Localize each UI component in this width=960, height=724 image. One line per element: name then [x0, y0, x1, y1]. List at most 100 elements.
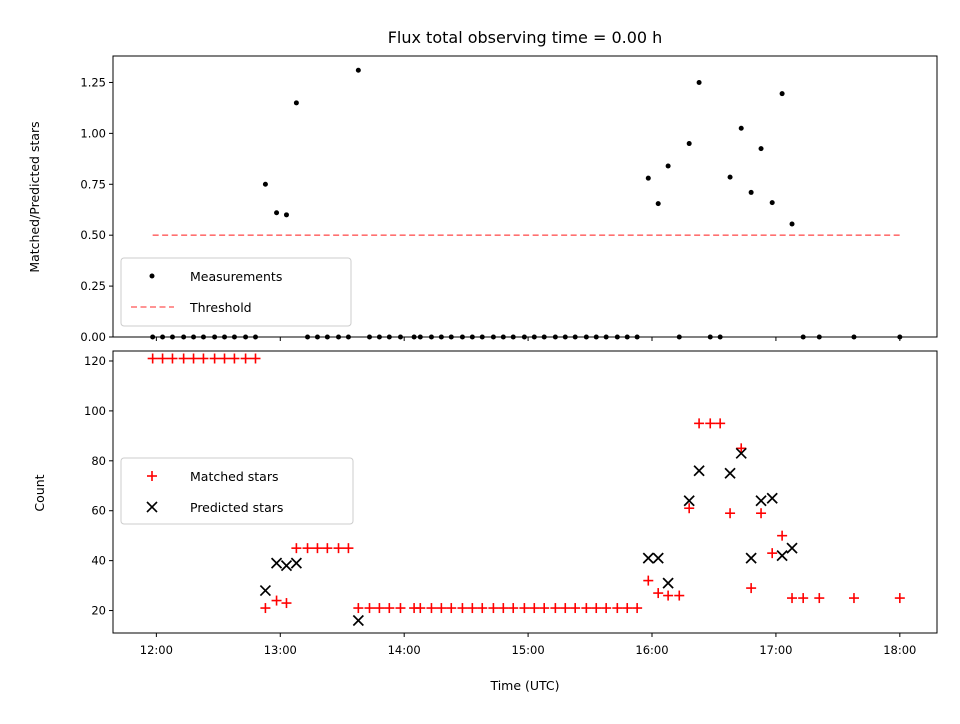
- matched-stars-point: [694, 418, 705, 429]
- predicted-stars-point: [290, 557, 302, 569]
- matched-stars-point: [715, 418, 726, 429]
- matched-stars-point: [322, 543, 333, 554]
- matched-stars-point: [229, 353, 240, 364]
- x-tick-label: 12:00: [140, 643, 173, 657]
- matched-stars-point: [777, 530, 788, 541]
- predicted-stars-point: [786, 542, 798, 554]
- matched-stars-point: [477, 603, 488, 614]
- matched-stars-point: [756, 508, 767, 519]
- matched-stars-point: [426, 603, 437, 614]
- matched-stars-point: [302, 543, 313, 554]
- predicted-stars-point: [270, 557, 283, 569]
- bottom-plot-area: 20 40 60 80 100 120 12:00 13:00 14:00 15:00 16:00 1…: [84, 353, 916, 657]
- matched-stars-point: [271, 595, 282, 606]
- matched-stars-point: [333, 543, 344, 554]
- matched-stars-point: [560, 603, 571, 614]
- measurements-point: [355, 67, 361, 73]
- matched-stars-point: [250, 353, 261, 364]
- matched-stars-point: [894, 593, 905, 604]
- measurements-point: [686, 141, 692, 147]
- matched-stars-point: [260, 603, 271, 614]
- legend-predicted-label: Predicted stars: [190, 500, 283, 515]
- matched-stars-point: [312, 543, 323, 554]
- predicted-stars-point: [735, 447, 747, 459]
- bottom-y-tick-label: 100: [84, 404, 106, 418]
- matched-stars-point: [529, 603, 540, 614]
- legend-matched-marker: [147, 471, 157, 481]
- matched-stars-point: [539, 603, 550, 614]
- matched-stars-point: [209, 353, 220, 364]
- matched-stars-point: [147, 353, 158, 364]
- matched-stars-point: [550, 603, 561, 614]
- matched-stars-point: [436, 603, 447, 614]
- matched-stars-point: [384, 603, 395, 614]
- measurements-point: [665, 163, 671, 169]
- top-y-tick-label: 0.75: [80, 177, 106, 191]
- matched-stars-point: [281, 598, 292, 609]
- legend-measurements-label: Measurements: [190, 269, 282, 284]
- matched-stars-point: [457, 603, 468, 614]
- predicted-stars-point: [724, 467, 736, 479]
- predicted-stars-point: [652, 552, 664, 564]
- matched-stars-point: [240, 353, 251, 364]
- measurements-point: [779, 91, 785, 97]
- matched-stars-point: [353, 603, 364, 614]
- bottom-axes-frame: [112, 350, 938, 634]
- matched-stars-point: [601, 603, 612, 614]
- matched-stars-point: [581, 603, 592, 614]
- matched-stars-point: [178, 353, 189, 364]
- top-panel: Flux total observing time = 0.00 h Match…: [27, 28, 938, 344]
- matched-stars-point: [395, 603, 406, 614]
- x-tick-label: 14:00: [388, 643, 421, 657]
- matched-stars-point: [343, 543, 354, 554]
- measurements-point: [293, 100, 299, 106]
- bottom-y-tick-label: 60: [91, 504, 106, 518]
- predicted-stars-point: [776, 550, 788, 562]
- matched-stars-point: [415, 603, 426, 614]
- measurements-point: [758, 146, 764, 152]
- legend-measurements-marker: [149, 273, 155, 279]
- matched-stars-point: [519, 603, 530, 614]
- measurements-point: [789, 221, 795, 227]
- predicted-stars-point: [280, 560, 293, 572]
- predicted-stars-point: [683, 495, 695, 507]
- measurements-point: [769, 200, 775, 206]
- matched-stars-point: [198, 353, 209, 364]
- top-plot-area: 0.00 0.25 0.50 0.75 1.00 1.25: [80, 67, 903, 344]
- measurements-point: [748, 189, 754, 195]
- measurements-point: [696, 79, 702, 85]
- matched-stars-point: [725, 508, 736, 519]
- top-y-tick-label: 0.00: [80, 330, 106, 344]
- matched-stars-point: [291, 543, 302, 554]
- measurements-point: [738, 125, 744, 131]
- matched-stars-point: [612, 603, 623, 614]
- measurements-point: [655, 201, 661, 207]
- x-tick-label: 18:00: [883, 643, 916, 657]
- measurements-point: [262, 181, 268, 187]
- legend-matched-label: Matched stars: [190, 469, 278, 484]
- x-tick-label: 13:00: [264, 643, 297, 657]
- top-legend-box: [120, 257, 352, 327]
- matched-stars-point: [591, 603, 602, 614]
- measurements-point: [274, 210, 280, 216]
- matched-stars-point: [219, 353, 230, 364]
- bottom-y-tick-label: 120: [84, 354, 106, 368]
- matched-stars-point: [663, 590, 674, 601]
- matched-stars-point: [570, 603, 581, 614]
- predicted-stars-point: [642, 552, 654, 564]
- legend-predicted-marker: [146, 501, 158, 513]
- matched-stars-point: [684, 503, 695, 514]
- predicted-stars-point: [259, 584, 272, 597]
- bottom-y-tick-label: 40: [91, 554, 106, 568]
- bottom-y-tick-label: 80: [91, 454, 106, 468]
- matched-stars-point: [814, 593, 825, 604]
- bottom-y-axis-label: Count: [32, 474, 47, 511]
- bottom-legend-box: [120, 457, 354, 525]
- measurements-point: [645, 175, 651, 181]
- top-axes-frame: [112, 55, 938, 338]
- predicted-stars-point: [766, 492, 778, 504]
- x-tick-label: 16:00: [635, 643, 668, 657]
- matched-stars-point: [848, 593, 859, 604]
- matched-stars-point: [157, 353, 168, 364]
- matched-stars-point: [787, 593, 798, 604]
